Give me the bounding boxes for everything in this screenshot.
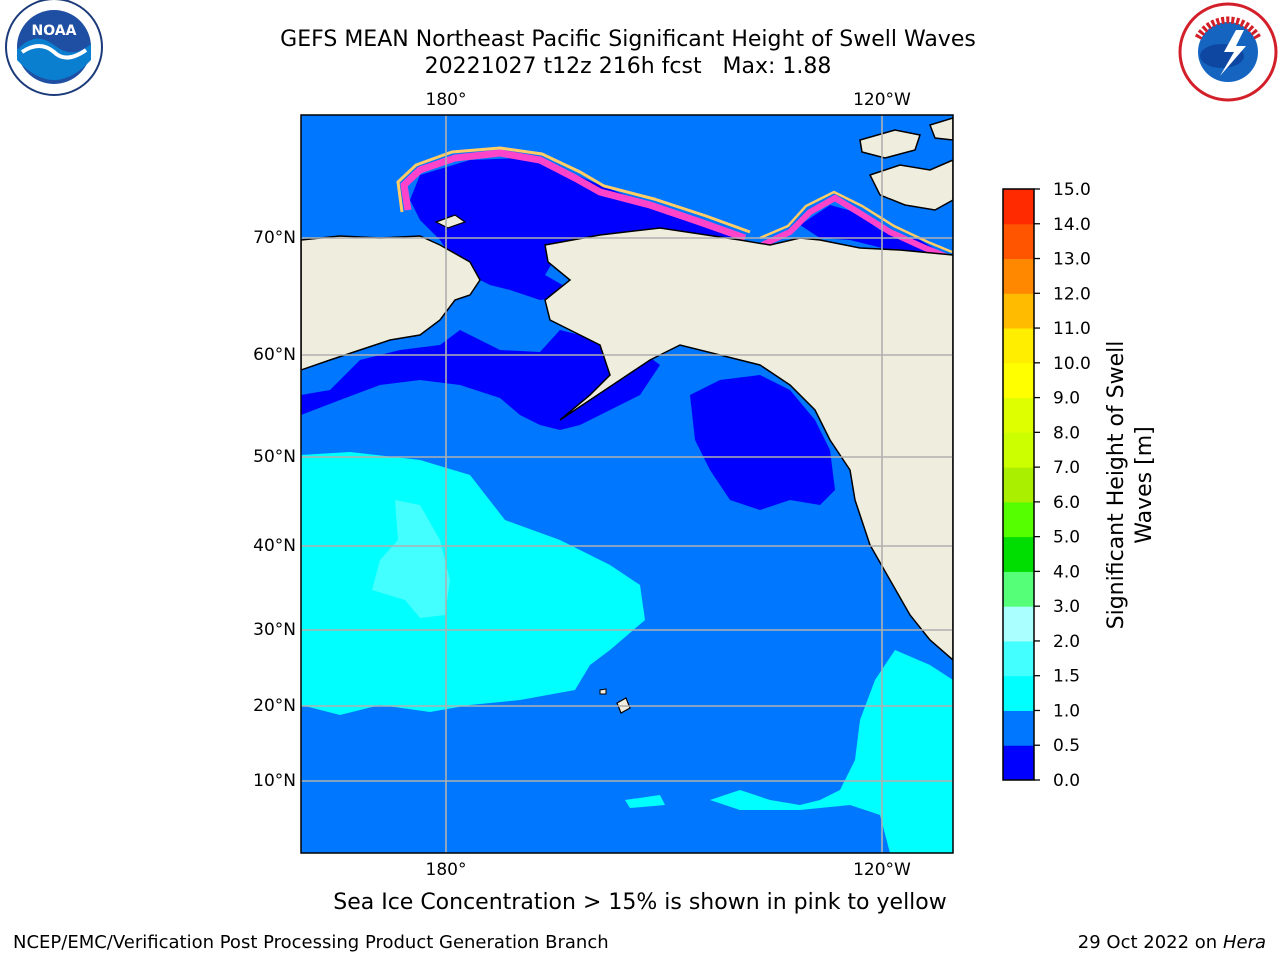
lat-label-70n: 70°N [253,228,296,248]
swell-band-1p5-2p0 [301,452,645,715]
colorbar-tick-label: 3.0 [1053,597,1080,617]
swell-band-1p5-2p0-small [625,795,665,808]
colorbar-tick-label: 2.0 [1053,632,1080,652]
colorbar-tick-label: 8.0 [1053,423,1080,443]
colorbar-segment [1003,293,1034,329]
map-frame [300,114,954,854]
swell-band-0p0-0p5-beaufort [800,205,953,262]
colorbar-label: Significant Height of Swell Waves [m] [1104,341,1157,630]
lon-label-top-180: 180° [426,90,467,110]
lon-label-bottom-120w: 120°W [853,860,911,880]
lat-label-40n: 40°N [253,536,296,556]
colorbar-tick-label: 4.0 [1053,562,1080,582]
colorbar-tick-label: 1.0 [1053,701,1080,721]
colorbar: 0.0 0.5 1.0 1.5 2.0 3.0 4.0 5.0 6.0 7.0 8.0 9.0 10.0… [1003,180,1091,791]
sea-ice-caption: Sea Ice Concentration > 15% is shown in … [333,890,947,915]
swell-band-2p0-3p0 [372,500,450,618]
colorbar-segment [1003,397,1034,433]
land-arctic-islands [868,159,953,211]
colorbar-tick-label: 11.0 [1053,319,1091,339]
colorbar-segment [1003,432,1034,468]
colorbar-segment [1003,640,1034,677]
colorbar-tick-label: 12.0 [1053,284,1091,304]
swell-band-1p5-2p0-east [710,650,953,853]
colorbar-tick-label: 15.0 [1053,180,1091,200]
colorbar-segment [1003,362,1034,399]
lat-label-20n: 20°N [253,696,296,716]
map-plot-area [301,115,953,853]
land-arctic-island-corner [929,117,953,141]
colorbar-label-line2: Waves [m] [1132,426,1157,543]
colorbar-segment [1003,501,1034,538]
colorbar-segment [1003,258,1034,294]
colorbar-segment [1003,223,1034,260]
colorbar-tick-label: 0.0 [1053,771,1080,791]
colorbar-segment [1003,606,1034,642]
colorbar-segment [1003,328,1034,364]
colorbar-tick-label: 9.0 [1053,389,1080,409]
colorbar-tick-label: 14.0 [1053,215,1091,235]
lat-label-10n: 10°N [253,771,296,791]
footer-machine: Hera [1222,932,1266,953]
colorbar-tick-label: 10.0 [1053,354,1091,374]
colorbar-tick-label: 6.0 [1053,493,1080,513]
colorbar-tick-label: 7.0 [1053,458,1080,478]
lat-label-60n: 60°N [253,345,296,365]
lon-label-top-120w: 120°W [853,90,911,110]
map-gridlines [301,115,953,853]
sea-ice-edge-east [760,194,952,261]
colorbar-segment [1003,189,1034,225]
colorbar-segment [1003,710,1034,746]
lat-label-50n: 50°N [253,447,296,467]
chart-subtitle: 20221027 t12z 216h fcst Max: 1.88 [424,54,832,79]
colorbar-label-line1: Significant Height of Swell [1104,341,1129,630]
colorbar-segment [1003,467,1034,503]
colorbar-segment [1003,571,1034,607]
noaa-logo-text: NOAA [32,23,77,39]
noaa-logo: NOAA [5,0,103,96]
colorbar-tick-label: 13.0 [1053,250,1091,270]
footer-credit: NCEP/EMC/Verification Post Processing Pr… [13,932,609,953]
colorbar-segment [1003,536,1034,572]
colorbar-segment [1003,675,1034,711]
land-arctic-island-top [859,129,921,159]
lon-label-bottom-180: 180° [426,860,467,880]
land-wrangel-island [434,214,467,229]
swell-band-0p0-0p5-chukchi [410,158,740,300]
colorbar-segment [1003,745,1034,781]
land-alaska-canada [544,227,953,661]
nws-logo [1178,2,1278,102]
colorbar-tick-label: 1.5 [1053,667,1080,687]
swell-band-0p0-0p5-gulf [690,375,835,510]
footer-date-text: 29 Oct 2022 on [1077,932,1223,953]
colorbar-frame [1002,188,1035,781]
colorbar-tick-label: 0.5 [1053,736,1080,756]
lat-label-30n: 30°N [253,620,296,640]
sea-ice-edge-east-outer [759,190,953,254]
sea-ice-edge-outer [396,146,751,234]
colorbar-tick-label: 5.0 [1053,528,1080,548]
sea-ice-edge [400,149,747,242]
chart-title: GEFS MEAN Northeast Pacific Significant … [280,27,976,52]
land-hawaii-small [599,688,607,695]
footer-date: 29 Oct 2022 on Hera [1078,932,1266,953]
